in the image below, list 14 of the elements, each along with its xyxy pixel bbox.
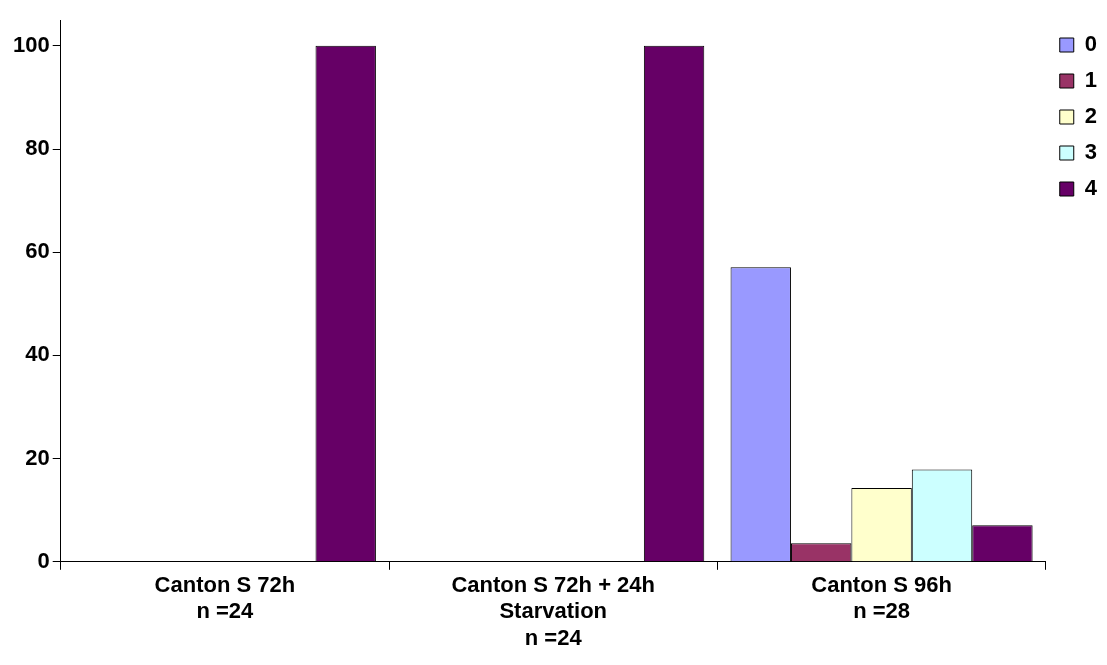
y-tick-label: 0 <box>37 547 50 573</box>
x-tick-label: Canton S 72h + 24h Starvation n =24 <box>451 572 656 650</box>
legend-label: 3 <box>1084 139 1098 165</box>
y-tick-label: 60 <box>25 238 50 264</box>
y-tick-label: 100 <box>12 31 50 57</box>
legend-label: 0 <box>1084 31 1098 57</box>
x-tick-label: Canton S 96h n =28 <box>811 572 952 624</box>
legend-label: 1 <box>1084 67 1098 93</box>
y-tick-label: 40 <box>25 341 50 367</box>
legend-label: 4 <box>1084 175 1098 201</box>
x-tick-label: Canton S 72h n =24 <box>154 572 296 624</box>
y-tick-label: 80 <box>25 135 50 161</box>
legend-label: 2 <box>1084 103 1098 129</box>
y-tick-label: 20 <box>25 444 50 470</box>
